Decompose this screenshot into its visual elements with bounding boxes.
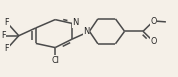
Text: Cl: Cl [51, 56, 59, 65]
Text: F: F [1, 31, 6, 40]
Text: F: F [5, 44, 9, 53]
Text: F: F [5, 18, 9, 27]
Text: O: O [150, 37, 157, 46]
Text: N: N [83, 27, 90, 36]
Text: O: O [150, 17, 157, 26]
Text: N: N [73, 18, 79, 27]
